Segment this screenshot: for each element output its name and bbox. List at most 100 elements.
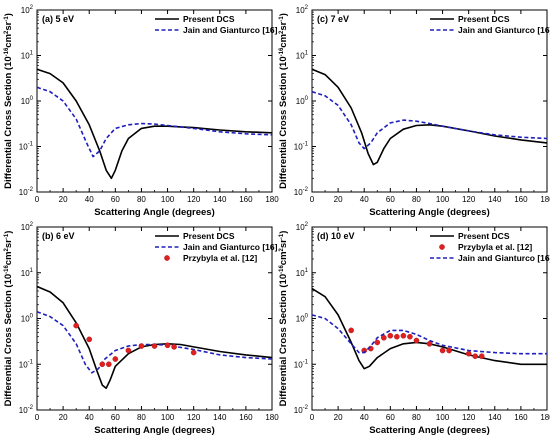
x-tick-label: 60 [111,195,120,204]
y-tick-label: 10-2 [19,187,34,197]
y-tick-label: 101 [21,51,34,61]
y-tick-label: 10-2 [294,187,309,197]
data-point [151,343,158,349]
x-axis-title: Scattering Angle (degrees) [94,207,215,218]
x-tick-label: 60 [386,413,395,422]
data-point [138,343,145,349]
series-line [36,311,273,374]
x-tick-label: 80 [137,413,146,422]
x-tick-label: 180 [540,195,550,204]
plot-frame [36,9,273,193]
legend-entry: Jain and Gianturco [16] [458,25,550,35]
x-tick-label: 40 [360,413,369,422]
y-tick-label: 10-1 [19,142,34,152]
y-tick-label: 10-1 [294,142,309,152]
x-tick-label: 180 [265,195,279,204]
x-tick-label: 40 [360,195,369,204]
x-tick-label: 180 [265,413,279,422]
data-point [387,332,394,339]
y-tick-label: 10-1 [19,359,34,369]
data-point [465,350,472,357]
panel-label: (b) 6 eV [42,231,75,241]
y-tick-label: 102 [21,5,34,15]
y-tick-label: 101 [296,268,309,278]
legend-entry: Present DCS [183,231,235,241]
series-line [36,86,273,158]
series-line [311,68,548,166]
y-tick-label: 102 [296,5,309,15]
y-tick-label: 101 [296,51,309,61]
x-tick-label: 120 [462,413,476,422]
y-tick-label: 102 [296,222,309,232]
y-tick-label: 10-1 [294,359,309,369]
x-tick-label: 160 [514,413,528,422]
x-axis-title: Scattering Angle (degrees) [369,425,490,436]
data-point [112,356,119,362]
data-point [99,361,106,368]
y-tick-label: 100 [21,314,34,324]
data-point [478,353,485,359]
x-tick-label: 160 [239,413,253,422]
panel-label: (d) 10 eV [317,231,355,241]
x-tick-label: 100 [436,413,450,422]
x-tick-label: 80 [412,413,421,422]
chart-panel: 0 20 40 60 80 100 120 140 160 180 10-2 10-1 100 101 10… [3,222,279,436]
legend-entry: Jain and Gianturco [16] [458,253,550,263]
x-tick-label: 20 [59,413,68,422]
series-line [311,90,548,150]
series-line [311,287,547,370]
data-point [381,334,387,341]
x-tick-label: 160 [239,195,253,204]
legend-entry: Jain and Gianturco [16] [183,242,278,252]
data-point [86,336,93,343]
data-point [407,333,413,340]
x-tick-label: 180 [540,413,550,422]
x-tick-label: 120 [187,195,201,204]
x-tick-label: 80 [412,195,421,204]
legend-entry: Jain and Gianturco [16] [183,25,278,35]
x-tick-label: 100 [436,195,450,204]
x-tick-label: 80 [137,195,146,204]
y-tick-label: 100 [296,314,309,324]
x-tick-label: 100 [161,413,175,422]
x-tick-label: 0 [35,195,40,204]
x-tick-label: 0 [310,413,315,422]
y-tick-label: 100 [21,96,34,106]
x-tick-label: 100 [161,195,175,204]
data-point [106,361,112,368]
x-tick-label: 20 [334,413,343,422]
x-tick-label: 140 [488,195,502,204]
x-axis-title: Scattering Angle (degrees) [94,425,215,436]
x-tick-label: 160 [514,195,528,204]
data-point [400,332,407,339]
data-point [348,327,354,334]
data-point [394,333,400,340]
x-tick-label: 140 [213,195,227,204]
x-tick-label: 40 [85,195,94,204]
chart-panel: 0 20 40 60 80 100 120 140 160 180 10-2 10-1 100 101 10… [278,222,550,436]
y-tick-label: 10-2 [19,405,34,415]
x-axis-title: Scattering Angle (degrees) [369,207,490,218]
x-tick-label: 140 [488,413,502,422]
y-axis-title: Differential Cross Section (10-16cm2sr-1… [278,13,289,189]
y-axis-title: Differential Cross Section (10-16cm2sr-1… [278,231,289,407]
series-line [36,285,273,389]
data-point [446,347,452,354]
chart-panel: 0 20 40 60 80 100 120 140 160 180 10-2 10-1 100 101 10… [278,5,550,218]
data-point [171,344,177,350]
legend-entry: Present DCS [458,231,510,241]
legend-entry: Przybyla et al. [12] [458,242,532,252]
data-point [125,347,132,354]
chart-panel: 0 20 40 60 80 100 120 140 160 180 10-2 10-1 100 101 10… [3,5,279,218]
y-axis-title: Differential Cross Section (10-16cm2sr-1… [3,13,14,189]
x-tick-label: 20 [334,195,343,204]
legend-entry: Przybyla et al. [12] [183,253,257,263]
data-point [472,353,478,359]
series-line [311,314,547,355]
data-point [439,347,446,354]
y-tick-label: 10-2 [294,405,309,415]
data-point [413,337,420,344]
legend-marker [439,244,445,250]
x-tick-label: 20 [59,195,68,204]
